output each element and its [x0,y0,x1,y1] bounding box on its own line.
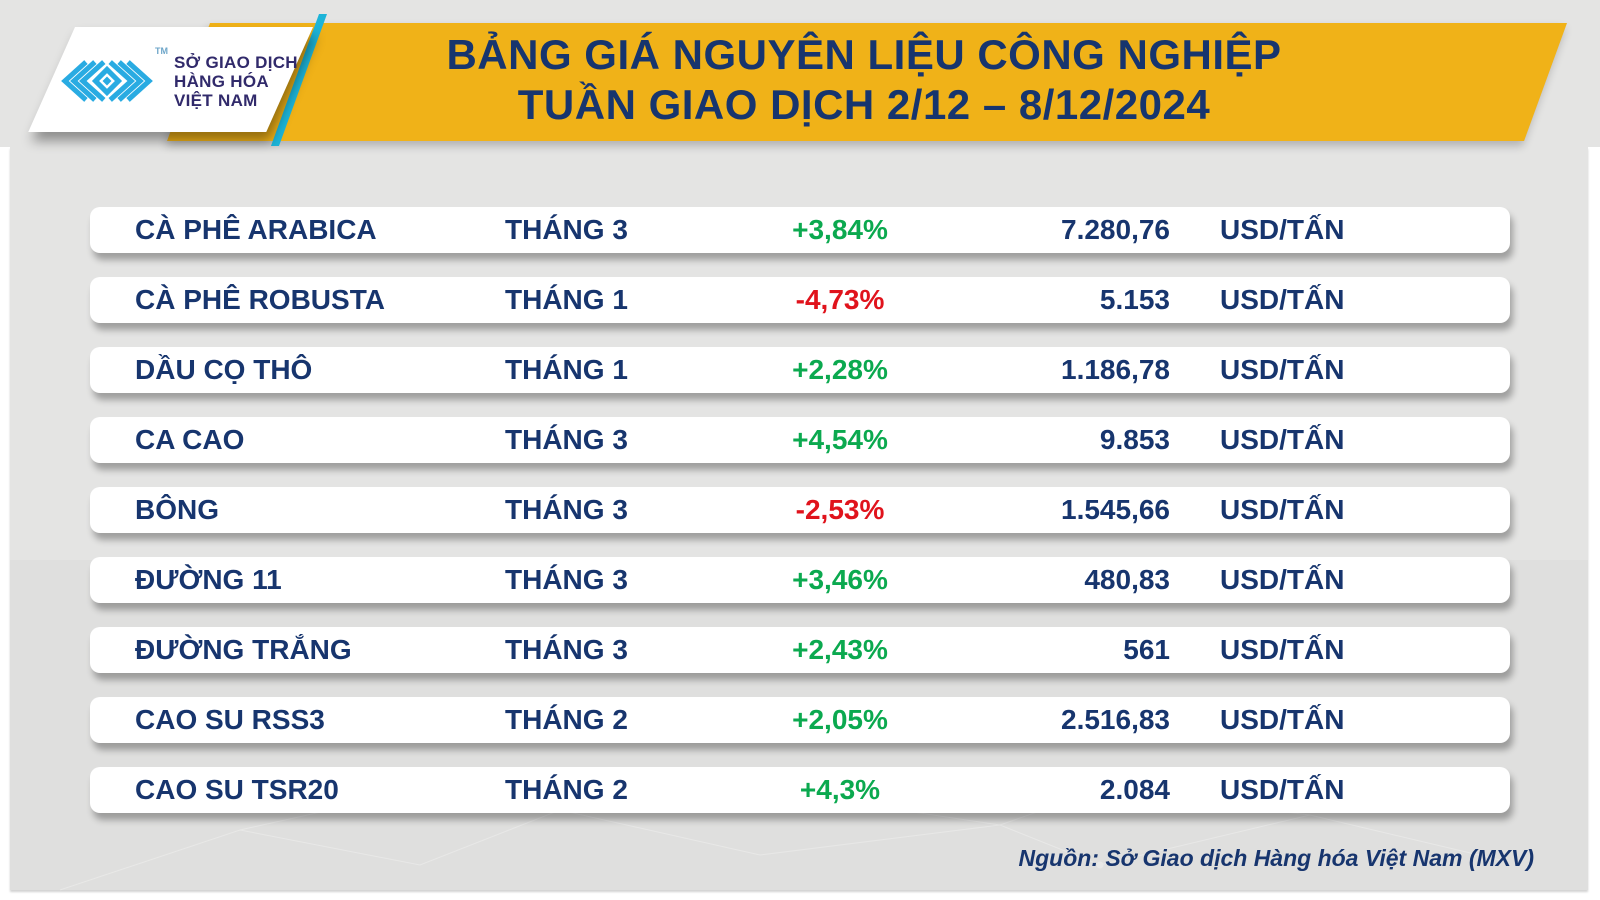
price-value: 5.153 [1099,284,1170,315]
table-row: CA CAO THÁNG 3 +4,54% 9.853 USD/TẤN [90,417,1510,463]
contract-month: THÁNG 3 [505,424,628,455]
change-percent: +2,28% [792,354,888,385]
table-row: CÀ PHÊ ARABICA THÁNG 3 +3,84% 7.280,76 U… [90,207,1510,253]
price-value: 7.280,76 [1061,214,1170,245]
commodity-name: CÀ PHÊ ROBUSTA [135,284,385,315]
price-value: 1.186,78 [1061,354,1170,385]
commodity-name: ĐƯỜNG TRẮNG [135,634,352,665]
change-percent: -2,53% [795,494,885,525]
contract-month: THÁNG 3 [505,634,628,665]
logo-text-line2: HÀNG HÓA [174,71,269,91]
page-title-line1: BẢNG GIÁ NGUYÊN LIỆU CÔNG NGHIỆP [446,31,1282,78]
price-unit: USD/TẤN [1220,424,1345,455]
page-title-line2: TUẦN GIAO DỊCH 2/12 – 8/12/2024 [517,81,1211,128]
commodity-name: CÀ PHÊ ARABICA [135,214,377,245]
source-attribution: Nguồn: Sở Giao dịch Hàng hóa Việt Nam (M… [1018,845,1534,871]
mxv-logo-icon: TM [56,46,168,114]
mxv-logo: TM SỞ GIAO DỊCH HÀNG HÓA VIỆT NAM [56,42,326,120]
price-unit: USD/TẤN [1220,494,1345,525]
price-unit: USD/TẤN [1220,704,1345,735]
table-row: ĐƯỜNG 11 THÁNG 3 +3,46% 480,83 USD/TẤN [90,557,1510,603]
commodity-name: CA CAO [135,424,245,455]
contract-month: THÁNG 2 [505,774,628,805]
change-percent: +4,3% [799,774,881,805]
trademark-symbol: TM [155,46,168,56]
change-percent: +4,54% [792,424,888,455]
price-unit: USD/TẤN [1220,634,1345,665]
contract-month: THÁNG 1 [505,284,628,315]
table-row: CAO SU RSS3 THÁNG 2 +2,05% 2.516,83 USD/… [90,697,1510,743]
price-value: 1.545,66 [1061,494,1170,525]
contract-month: THÁNG 3 [505,214,628,245]
change-percent: +2,43% [792,634,888,665]
commodity-name: CAO SU RSS3 [135,704,325,735]
price-unit: USD/TẤN [1220,354,1345,385]
page-title: BẢNG GIÁ NGUYÊN LIỆU CÔNG NGHIỆP TUẦN GI… [264,30,1464,130]
contract-month: THÁNG 1 [505,354,628,385]
mxv-logo-text: SỞ GIAO DỊCH HÀNG HÓA VIỆT NAM [174,53,298,110]
logo-text-line1: SỞ GIAO DỊCH [174,52,298,72]
commodity-name: DẦU CỌ THÔ [135,354,313,385]
price-value: 561 [1123,634,1170,665]
table-row: CÀ PHÊ ROBUSTA THÁNG 1 -4,73% 5.153 USD/… [90,277,1510,323]
price-value: 2.516,83 [1061,704,1170,735]
price-unit: USD/TẤN [1220,284,1345,315]
commodity-name: BÔNG [135,494,219,525]
change-percent: +3,46% [792,564,888,595]
commodity-name: CAO SU TSR20 [135,774,339,805]
table-row: DẦU CỌ THÔ THÁNG 1 +2,28% 1.186,78 USD/T… [90,347,1510,393]
price-value: 480,83 [1084,564,1170,595]
price-table: CÀ PHÊ ARABICA THÁNG 3 +3,84% 7.280,76 U… [90,207,1510,837]
contract-month: THÁNG 3 [505,494,628,525]
price-unit: USD/TẤN [1220,564,1345,595]
table-row: CAO SU TSR20 THÁNG 2 +4,3% 2.084 USD/TẤN [90,767,1510,813]
contract-month: THÁNG 2 [505,704,628,735]
price-value: 9.853 [1099,424,1170,455]
table-row: BÔNG THÁNG 3 -2,53% 1.545,66 USD/TẤN [90,487,1510,533]
price-unit: USD/TẤN [1220,214,1345,245]
change-percent: +3,84% [792,214,888,245]
table-row: ĐƯỜNG TRẮNG THÁNG 3 +2,43% 561 USD/TẤN [90,627,1510,673]
contract-month: THÁNG 3 [505,564,628,595]
price-value: 2.084 [1099,774,1170,805]
logo-text-line3: VIỆT NAM [174,90,258,110]
commodity-name: ĐƯỜNG 11 [135,564,282,595]
price-unit: USD/TẤN [1220,774,1345,805]
change-percent: -4,73% [795,284,885,315]
change-percent: +2,05% [792,704,888,735]
